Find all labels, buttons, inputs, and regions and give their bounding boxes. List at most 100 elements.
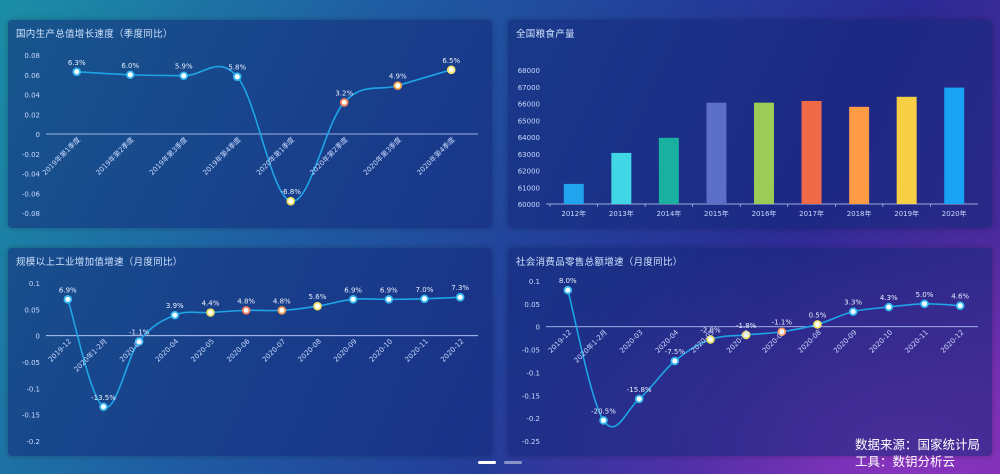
- y-tick-label: -0.02: [22, 151, 40, 159]
- data-label: 3.2%: [335, 89, 353, 97]
- x-tick-label: 2020-12: [439, 337, 465, 363]
- bar: [754, 102, 774, 204]
- data-label: 4.6%: [951, 293, 969, 301]
- y-tick-label: 0: [36, 333, 40, 341]
- data-label: -1.8%: [736, 322, 757, 330]
- gdp-growth-panel: 国内生产总值增长速度（季度同比） 0.08 0.06 0.04 0.02 0 -0.02 -…: [8, 20, 492, 228]
- x-tick-label: 2019年: [894, 209, 919, 218]
- data-point: [170, 310, 180, 320]
- retail-growth-chart: 0.1 0.05 0 -0.05 -0.1 -0.15 -0.2 -0.25 8.0% -20.5…: [522, 277, 978, 446]
- data-point: [232, 72, 242, 82]
- data-point: [420, 294, 429, 304]
- industrial-growth-title: 规模以上工业增加值增速（月度同比）: [16, 257, 183, 268]
- y-tick-label: 0.04: [24, 92, 40, 100]
- data-point: [393, 81, 403, 90]
- y-tick-label: 0: [536, 324, 540, 332]
- x-tick-label: 2020年: [942, 209, 967, 218]
- data-label: -15.8%: [627, 386, 652, 394]
- data-label: 6.3%: [68, 59, 86, 67]
- data-label: -1.1%: [129, 328, 150, 336]
- y-tick-label: -0.05: [22, 359, 40, 367]
- x-tick-label: 2013年: [609, 209, 634, 218]
- x-tick-label: 2012年: [561, 209, 586, 218]
- footer-credits: 数据来源：国家统计局 工具：数钥分析云: [855, 436, 980, 470]
- data-point: [286, 196, 296, 206]
- data-label: -6.8%: [281, 188, 302, 196]
- x-tick-label: 2020-12: [939, 328, 965, 354]
- data-label: 6.0%: [121, 62, 139, 70]
- data-point: [99, 402, 108, 412]
- data-label: 4.9%: [389, 73, 407, 81]
- x-tick-label: 2019年第3季度: [147, 135, 189, 177]
- data-source-text: 数据来源：国家统计局: [854, 437, 980, 452]
- y-tick-label: 68000: [518, 67, 540, 75]
- data-label: 6.5%: [442, 57, 460, 65]
- data-label: -2.8%: [700, 327, 721, 335]
- data-label: 8.0%: [559, 277, 577, 285]
- y-tick-label: 0: [36, 131, 40, 139]
- y-tick-label: 0.1: [529, 278, 540, 286]
- y-tick-label: 0.02: [24, 111, 40, 119]
- y-tick-label: 64000: [518, 134, 540, 142]
- data-label: 5.9%: [175, 63, 193, 71]
- x-tick-label: 2020年第3季度: [361, 135, 403, 177]
- x-tick-label: 2020年第2季度: [308, 135, 350, 177]
- data-point: [670, 356, 680, 366]
- tool-credit-text: 工具：数钥分析云: [854, 454, 955, 469]
- y-tick-label: -0.04: [22, 171, 41, 179]
- data-label: 4.3%: [880, 294, 898, 302]
- x-tick-label: 2020年1-2月: [72, 337, 109, 374]
- data-point: [63, 295, 73, 304]
- retail-growth-panel: 社会消费品零售总额增速（月度同比） 0.1 0.05 0 -0.05 -0.1 -0.15…: [508, 248, 992, 456]
- data-point: [455, 292, 465, 302]
- data-label: 7.0%: [416, 286, 434, 294]
- bar: [706, 102, 727, 204]
- data-point: [599, 416, 608, 425]
- y-tick-label: -0.2: [26, 438, 40, 446]
- bar: [801, 100, 822, 204]
- data-point: [72, 67, 82, 77]
- y-tick-label: -0.25: [522, 438, 540, 446]
- bar: [896, 96, 917, 204]
- y-tick-label: -0.15: [522, 392, 540, 400]
- data-point: [884, 302, 894, 312]
- page-dot[interactable]: [504, 461, 522, 464]
- x-tick-label: 2020-10: [868, 328, 894, 354]
- data-label: 6.9%: [344, 286, 362, 294]
- data-label: 3.3%: [844, 299, 862, 307]
- retail-growth-title: 社会消费品零售总额增速（月度同比）: [516, 257, 683, 268]
- bar: [944, 87, 965, 204]
- data-point: [339, 98, 349, 107]
- data-label: -20.5%: [591, 407, 616, 415]
- data-point: [134, 337, 144, 346]
- data-label: -13.5%: [91, 394, 116, 402]
- x-tick-label: 2020-10: [368, 337, 394, 363]
- data-point: [446, 65, 456, 75]
- x-tick-label: 2019-12: [47, 337, 73, 363]
- data-point: [634, 394, 644, 404]
- y-tick-label: -0.1: [526, 369, 540, 377]
- x-tick-label: 2020年第4季度: [415, 135, 457, 177]
- y-tick-label: -0.05: [522, 347, 540, 355]
- x-tick-label: 2019年第2季度: [94, 135, 136, 177]
- y-tick-label: 63000: [518, 151, 540, 159]
- y-tick-label: -0.15: [22, 412, 40, 420]
- y-tick-label: 0.06: [24, 72, 40, 80]
- data-label: -7.5%: [665, 348, 686, 356]
- x-tick-label: 2020-09: [332, 337, 358, 363]
- x-tick-label: 2020-05: [190, 337, 216, 363]
- y-tick-label: 61000: [518, 184, 540, 192]
- data-point: [777, 327, 787, 337]
- y-tick-label: 0.1: [29, 280, 40, 288]
- data-label: 6.9%: [380, 286, 398, 294]
- data-point: [384, 295, 394, 304]
- grain-output-panel: 全国粮食产量 68000 67000 66000 65000 64000 63000 620…: [508, 20, 992, 228]
- data-point: [813, 320, 822, 329]
- y-tick-label: 65000: [518, 117, 540, 125]
- data-point: [706, 335, 715, 344]
- data-point: [920, 299, 929, 309]
- page-dot-active[interactable]: [478, 461, 496, 464]
- x-tick-label: 2015年: [704, 209, 729, 218]
- x-tick-label: 2014年: [656, 209, 681, 218]
- data-point: [563, 285, 573, 295]
